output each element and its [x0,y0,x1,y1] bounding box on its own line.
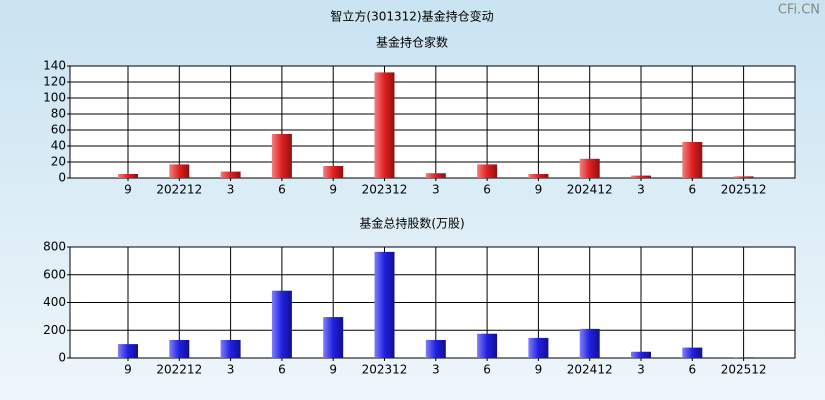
bar [374,251,395,358]
bar [323,166,344,178]
x-tick-label: 9 [329,363,337,377]
bar [682,347,703,358]
bar [682,142,703,178]
bar [118,344,138,358]
x-tick-label: 9 [535,183,543,197]
bar [220,339,241,358]
x-tick-label: 6 [483,363,491,377]
x-tick-label: 3 [227,183,235,197]
x-tick-label: 202212 [156,363,202,377]
y-tick-label: 60 [51,123,66,137]
x-tick-label: 3 [432,363,440,377]
bar [220,171,241,178]
bar [169,339,190,358]
bar [579,328,600,358]
y-tick-label: 80 [51,107,66,121]
y-tick-label: 120 [43,75,66,89]
y-tick-label: 140 [43,59,66,73]
x-tick-label: 6 [688,183,696,197]
y-tick-label: 600 [43,267,66,281]
chart-title: 基金总持股数(万股) [359,216,464,231]
bar [118,174,138,178]
y-tick-label: 100 [43,91,66,105]
x-tick-label: 202312 [362,183,408,197]
y-tick-label: 800 [43,240,66,254]
x-tick-label: 202212 [156,183,202,197]
x-tick-label: 6 [688,363,696,377]
bar [528,174,549,178]
bar [271,134,292,178]
x-tick-label: 3 [432,183,440,197]
x-tick-label: 6 [278,363,286,377]
chart-title: 基金持仓家数 [376,35,448,50]
bar [323,317,344,358]
bar [425,339,446,358]
y-tick-label: 0 [58,351,66,365]
bar [528,337,549,358]
x-tick-label: 9 [124,183,132,197]
x-tick-label: 3 [637,363,645,377]
bar [477,164,498,178]
x-tick-label: 3 [637,183,645,197]
x-tick-label: 202512 [721,183,767,197]
y-tick-label: 20 [51,155,66,169]
x-tick-label: 9 [124,363,132,377]
bar [733,357,754,358]
x-tick-label: 9 [535,363,543,377]
y-tick-label: 200 [43,323,66,337]
y-tick-label: 40 [51,139,66,153]
x-tick-label: 6 [278,183,286,197]
plot-area [69,65,796,179]
x-tick-label: 202412 [567,183,613,197]
bar [169,164,190,178]
bar [631,351,651,358]
bar [271,290,292,358]
x-tick-label: 9 [329,183,337,197]
x-tick-label: 202312 [362,363,408,377]
bar [425,173,446,178]
x-tick-label: 6 [483,183,491,197]
bar [579,158,600,178]
y-tick-label: 400 [43,295,66,309]
watermark: CFi.CN [778,3,820,18]
bar [733,176,754,178]
x-tick-label: 202412 [567,363,613,377]
bar [374,72,395,178]
page-title: 智立方(301312)基金持仓变动 [330,9,493,24]
x-tick-label: 202512 [721,363,767,377]
x-tick-label: 3 [227,363,235,377]
bar [477,333,498,358]
bar [631,175,651,178]
y-tick-label: 0 [58,171,66,185]
